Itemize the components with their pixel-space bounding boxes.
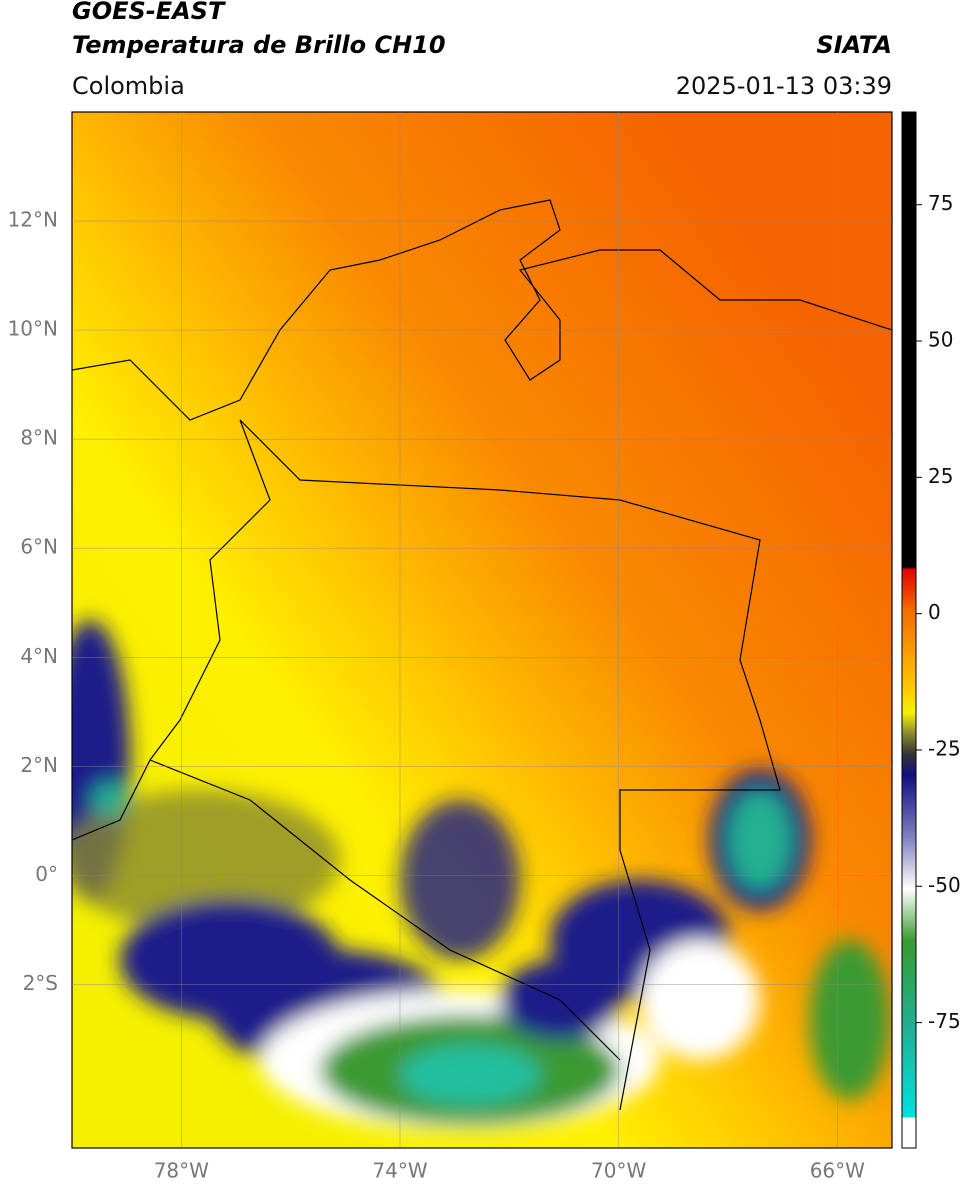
- colorbar-label: -25: [928, 736, 961, 760]
- lat-label: 12°N: [8, 208, 58, 232]
- colorbar-label: 50: [928, 328, 953, 352]
- colorbar-label: 75: [928, 191, 953, 215]
- lat-label: 0°: [35, 862, 58, 886]
- title: GOES-EAST: [72, 0, 226, 25]
- map-frame: [71, 111, 893, 1149]
- lon-label: 74°W: [372, 1159, 427, 1183]
- lat-label: 4°N: [20, 644, 58, 668]
- graticule: [72, 112, 892, 1148]
- colorbar-label: 0: [928, 600, 941, 624]
- region: Colombia: [72, 72, 185, 100]
- colorbar-label: -50: [928, 873, 961, 897]
- satellite-image: [72, 112, 892, 1148]
- source: SIATA: [816, 31, 892, 59]
- subtitle: Temperatura de Brillo CH10: [72, 31, 446, 59]
- lat-label: 10°N: [8, 317, 58, 341]
- datetime: 2025-01-13 03:39: [676, 72, 892, 100]
- colorbar-label: 25: [928, 464, 953, 488]
- lat-label: 2°S: [23, 971, 58, 995]
- colorbar-label: -75: [928, 1009, 961, 1033]
- lon-label: 66°W: [810, 1159, 865, 1183]
- lon-label: 78°W: [154, 1159, 209, 1183]
- lon-label: 70°W: [591, 1159, 646, 1183]
- lat-label: 2°N: [20, 753, 58, 777]
- lat-label: 8°N: [20, 426, 58, 450]
- colorbar: [901, 111, 917, 1149]
- lat-label: 6°N: [20, 535, 58, 559]
